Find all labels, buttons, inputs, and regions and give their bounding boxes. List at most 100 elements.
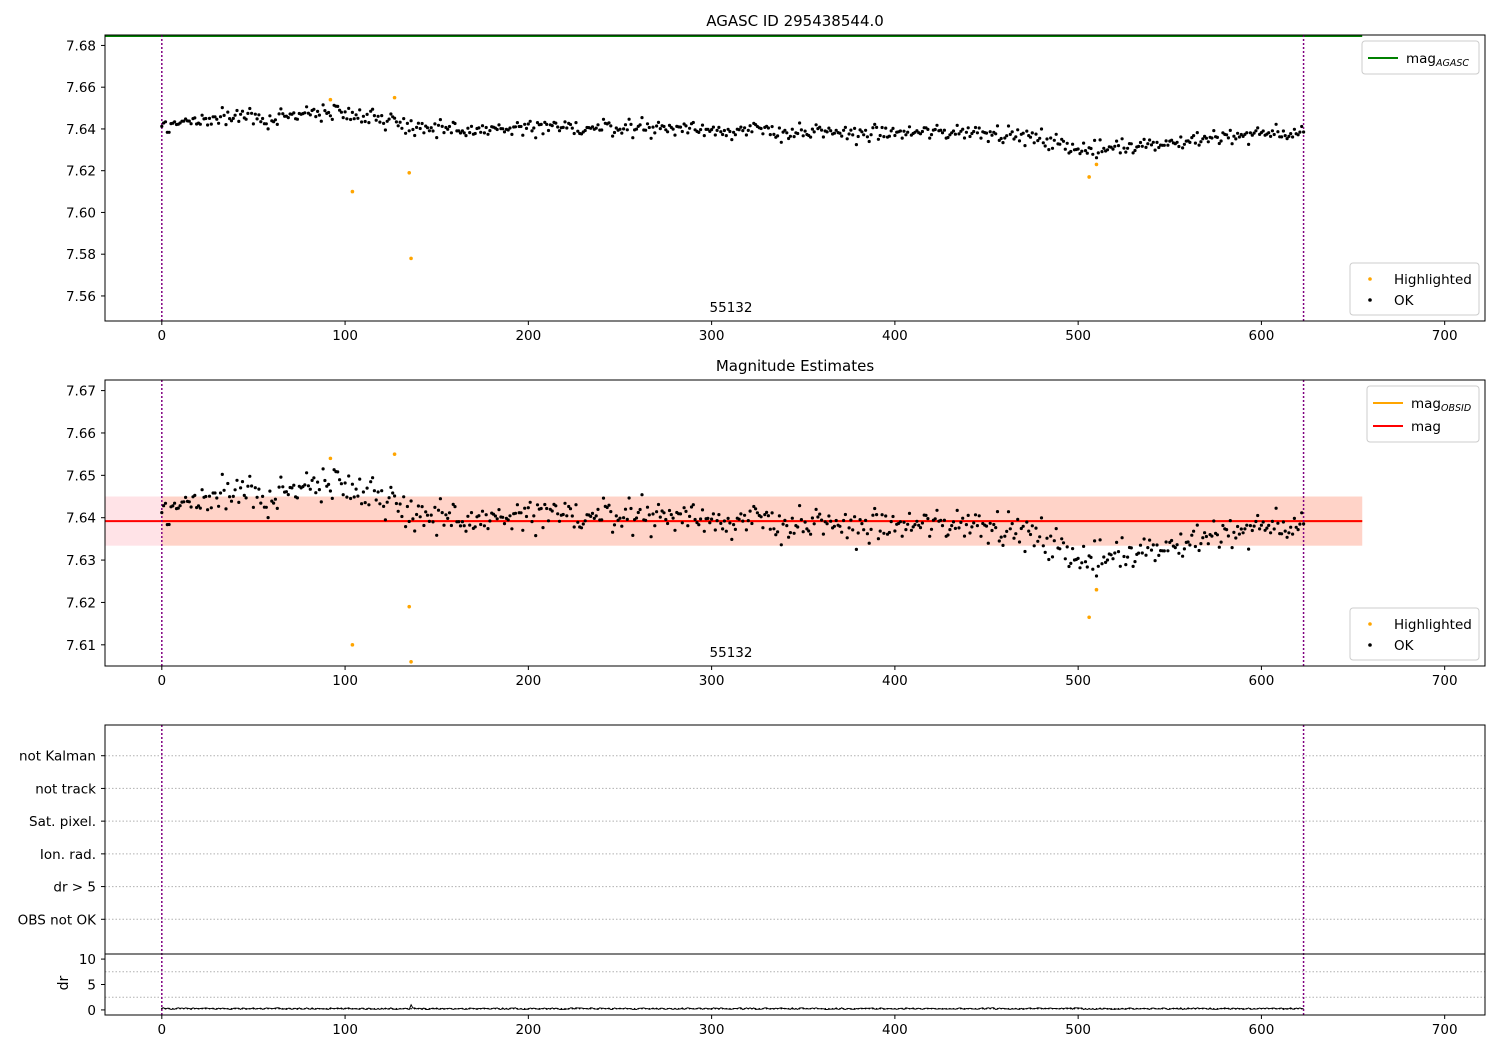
ok-point [446, 516, 450, 521]
flag-label: not Kalman [19, 749, 96, 765]
ok-point [1250, 133, 1254, 137]
ok-point [178, 504, 182, 508]
dr-point [1278, 1007, 1281, 1010]
ok-point [1296, 133, 1300, 137]
ok-point [1247, 547, 1251, 551]
ok-point [972, 521, 976, 525]
ok-point [929, 527, 934, 531]
ok-point [479, 522, 483, 527]
ok-point [497, 508, 501, 512]
ok-point [926, 127, 930, 131]
ok-point [728, 129, 732, 134]
highlighted-point [392, 95, 397, 100]
ok-point [239, 486, 243, 490]
ok-point [1010, 522, 1014, 526]
dr-point [934, 1007, 936, 1010]
dr-point [839, 1007, 841, 1010]
ok-point [1023, 144, 1027, 148]
ok-point [917, 523, 921, 527]
ok-point [228, 495, 232, 499]
ok-point [766, 126, 771, 130]
ok-point [376, 490, 380, 494]
ok-point [468, 131, 472, 135]
ok-point [977, 514, 981, 518]
ok-point [1217, 141, 1221, 146]
legend-marker [1368, 298, 1372, 302]
ok-point [990, 528, 994, 533]
dr-point [179, 1007, 181, 1010]
ok-point [953, 526, 958, 531]
ok-point [239, 112, 243, 116]
dr-point [322, 1007, 324, 1010]
ok-point [204, 116, 208, 121]
ok-point [1250, 528, 1254, 533]
ok-point [1005, 134, 1009, 138]
ok-point [1289, 132, 1293, 136]
ok-point [1166, 549, 1170, 553]
ok-point [999, 136, 1003, 141]
ok-point [904, 133, 908, 137]
ok-point [710, 517, 714, 521]
dr-point [285, 1007, 288, 1010]
ok-point [864, 128, 868, 132]
dr-point [971, 1007, 973, 1010]
y-tick-label: 7.64 [66, 511, 96, 527]
ok-point [744, 133, 749, 137]
ok-point [1166, 143, 1170, 147]
x-tick-label: 100 [332, 673, 358, 689]
ok-point [889, 520, 893, 524]
ok-point [1140, 551, 1144, 555]
ok-point [1259, 523, 1263, 527]
panel-1-obsid-label: 55132 [710, 300, 753, 316]
y-tick-label: 7.60 [66, 205, 96, 221]
ok-point [339, 482, 343, 486]
ok-point [469, 124, 474, 128]
ok-point [519, 511, 523, 515]
ok-point [248, 106, 252, 111]
ok-point [251, 505, 255, 509]
ok-point [1118, 151, 1122, 155]
dr-point [593, 1007, 596, 1010]
ok-point [173, 120, 177, 124]
ok-point [1120, 536, 1124, 540]
ok-point [860, 130, 864, 134]
ok-point [231, 116, 235, 120]
dr-point [1223, 1007, 1226, 1010]
ok-point [1122, 146, 1126, 150]
dr-point [1216, 1007, 1219, 1010]
dr-point [1212, 1007, 1215, 1010]
ok-point [1195, 523, 1199, 527]
ok-point [345, 495, 349, 499]
ok-point [433, 122, 437, 126]
ok-point [528, 500, 532, 504]
ok-point [319, 500, 323, 504]
ok-point [378, 502, 382, 506]
ok-point [1230, 142, 1234, 146]
ok-point [1237, 135, 1241, 139]
highlighted-point [409, 659, 413, 664]
ok-point [1023, 549, 1027, 554]
panel-1-axes-frame [104, 34, 1486, 322]
ok-point [404, 131, 408, 135]
ok-point [975, 524, 980, 528]
highlighted-point [328, 97, 333, 102]
ok-point [206, 123, 210, 127]
ok-point [398, 502, 402, 506]
ok-point [777, 514, 782, 518]
ok-point [935, 508, 939, 512]
ok-point [217, 121, 221, 125]
ok-point [480, 509, 485, 513]
ok-point [398, 120, 402, 124]
ok-point [832, 524, 837, 528]
ok-point [785, 524, 789, 528]
ok-point [754, 507, 758, 511]
ok-point [616, 518, 620, 522]
dr-point [347, 1007, 350, 1010]
ok-point [827, 514, 831, 518]
ok-point [215, 117, 219, 121]
ok-point [853, 126, 857, 130]
ok-point [1082, 544, 1086, 549]
dr-point [446, 1007, 449, 1010]
ok-point [693, 517, 697, 522]
ok-point [541, 132, 545, 136]
